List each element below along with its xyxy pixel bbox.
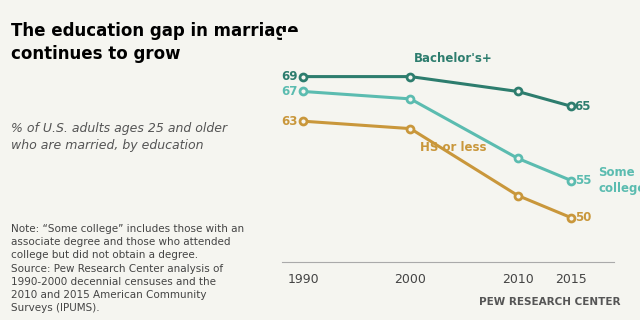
Text: HS or less: HS or less <box>420 141 486 154</box>
Text: Note: “Some college” includes those with an
associate degree and those who atten: Note: “Some college” includes those with… <box>11 224 244 313</box>
Text: 69: 69 <box>281 70 298 83</box>
Text: PEW RESEARCH CENTER: PEW RESEARCH CENTER <box>479 297 621 307</box>
Text: The education gap in marriage
continues to grow: The education gap in marriage continues … <box>11 22 298 63</box>
Text: % of U.S. adults ages 25 and older
who are married, by education: % of U.S. adults ages 25 and older who a… <box>11 122 227 152</box>
Text: 63: 63 <box>282 115 298 128</box>
Text: 55: 55 <box>575 174 591 187</box>
Text: 65: 65 <box>575 100 591 113</box>
Text: 67: 67 <box>282 85 298 98</box>
Text: Some
college: Some college <box>598 166 640 195</box>
Text: 50: 50 <box>575 211 591 224</box>
Text: Bachelor's+: Bachelor's+ <box>414 52 493 65</box>
